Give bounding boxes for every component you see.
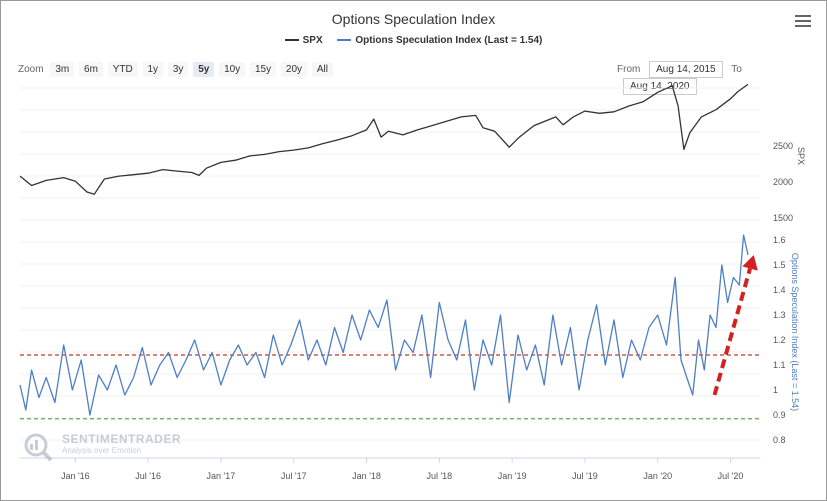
osi-axis-title: Options Speculation Index (Last = 1.54) [790, 253, 800, 411]
spx-tick-label: 2500 [773, 141, 793, 151]
watermark-name: SENTIMENTRADER [62, 432, 182, 446]
zoom-10y-button[interactable]: 10y [219, 62, 246, 77]
zoom-label: Zoom [18, 64, 44, 75]
x-tick-label: Jul '19 [572, 471, 598, 481]
to-date-input[interactable]: Aug 14, 2020 [623, 78, 697, 95]
spx-tick-label: 2000 [773, 177, 793, 187]
osi-tick-label: 0.8 [773, 435, 786, 445]
legend-item-spx[interactable]: SPX [284, 35, 323, 46]
x-tick-label: Jan '16 [61, 471, 90, 481]
zoom-6m-button[interactable]: 6m [79, 62, 103, 77]
zoom-5y-button[interactable]: 5y [193, 62, 215, 77]
legend-label-spx: SPX [302, 35, 323, 46]
reference-lines [20, 354, 760, 420]
from-label: From [617, 64, 641, 75]
osi-tick-label: 1.3 [773, 310, 786, 320]
series-layer [19, 83, 749, 416]
to-label: To [731, 64, 742, 75]
x-tick-label: Jan '18 [352, 471, 381, 481]
osi-series-line [19, 234, 749, 416]
x-tick-label: Jul '18 [426, 471, 452, 481]
zoom-3m-button[interactable]: 3m [50, 62, 75, 77]
x-axis: Jan '16 Jul '16 Jan '17 Jul '17 Jan '18 Jul '… [61, 458, 743, 481]
osi-tick-label: 0.9 [773, 410, 786, 420]
chart-title: Options Speculation Index [331, 11, 496, 27]
legend-item-osi[interactable]: Options Speculation Index (Last = 1.54) [337, 35, 542, 46]
chart-legend: SPX Options Speculation Index (Last = 1.… [0, 35, 827, 46]
line-swatch-icon [337, 39, 352, 42]
osi-tick-label: 1.4 [773, 285, 786, 295]
spx-series-line [19, 83, 749, 195]
line-swatch-icon [284, 39, 299, 42]
zoom-15y-button[interactable]: 15y [250, 62, 277, 77]
osi-tick-label: 1.5 [773, 260, 786, 270]
x-tick-label: Jul '20 [718, 471, 744, 481]
zoom-20y-button[interactable]: 20y [280, 62, 308, 77]
hamburger-menu-icon[interactable] [795, 15, 811, 29]
spx-axis: 1500 2000 2500 [773, 141, 793, 223]
osi-tick-label: 1.6 [773, 235, 786, 245]
x-tick-label: Jan '20 [643, 471, 672, 481]
zoom-all-button[interactable]: All [311, 62, 333, 77]
annotation-arrow-shaft [712, 267, 752, 396]
x-tick-label: Jul '17 [281, 471, 307, 481]
watermark-tagline: Analysis over Emotion [62, 446, 142, 455]
zoom-ytd-button[interactable]: YTD [107, 62, 138, 77]
osi-axis: 0.8 0.9 1 1.1 1.2 1.3 1.4 1.5 1.6 [773, 235, 786, 445]
x-tick-label: Jan '17 [207, 471, 236, 481]
sentimentrader-logo-icon [24, 433, 53, 462]
zoom-bar: Zoom 3m 6m YTD 1y 3y 5y 10y 15y 20y All [18, 62, 335, 77]
spx-axis-title: SPX [796, 147, 806, 165]
osi-tick-label: 1.1 [773, 360, 786, 370]
watermark: SENTIMENTRADER Analysis over Emotion [22, 432, 181, 467]
osi-tick-label: 1.2 [773, 335, 786, 345]
date-range: From Aug 14, 2015 To Aug 14, 2020 [617, 61, 827, 95]
legend-label-osi: Options Speculation Index (Last = 1.54) [355, 35, 543, 46]
annotation-layer [712, 255, 758, 396]
zoom-3y-button[interactable]: 3y [167, 62, 189, 77]
x-tick-label: Jul '16 [135, 471, 161, 481]
spx-tick-label: 1500 [773, 213, 793, 223]
x-tick-label: Jan '19 [498, 471, 527, 481]
zoom-1y-button[interactable]: 1y [142, 62, 164, 77]
osi-tick-label: 1 [773, 385, 778, 395]
gridlines [20, 87, 760, 441]
annotation-arrow-head-icon [742, 255, 758, 271]
